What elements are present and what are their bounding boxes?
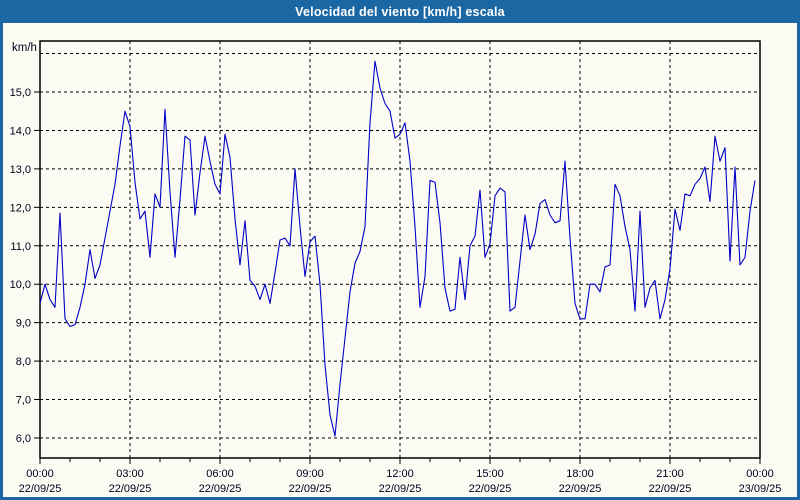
- y-tick-label: 8,0: [16, 356, 31, 368]
- x-tick-date: 22/09/25: [649, 483, 692, 495]
- y-tick-label: 9,0: [16, 318, 31, 330]
- x-tick-time: 03:00: [116, 468, 144, 480]
- x-tick-date: 22/09/25: [289, 483, 332, 495]
- x-tick-time: 15:00: [476, 468, 504, 480]
- y-tick-label: 15,0: [10, 87, 31, 99]
- x-tick-date: 22/09/25: [109, 483, 152, 495]
- wind-speed-line: [39, 60, 756, 437]
- y-tick-label: 13,0: [10, 164, 31, 176]
- x-tick-time: 18:00: [566, 468, 594, 480]
- y-tick-label: 10,0: [10, 279, 31, 291]
- window-title: Velocidad del viento [km/h] escala: [0, 0, 800, 23]
- x-tick-time: 21:00: [656, 468, 684, 480]
- x-tick-date: 22/09/25: [199, 483, 242, 495]
- x-tick-date: 22/09/25: [469, 483, 512, 495]
- x-tick-time: 06:00: [206, 468, 234, 480]
- y-tick-label: 12,0: [10, 202, 31, 214]
- x-tick-time: 09:00: [296, 468, 324, 480]
- y-axis-unit-label: km/h: [12, 42, 37, 54]
- y-tick-label: 6,0: [16, 433, 31, 445]
- y-tick-label: 11,0: [10, 241, 31, 253]
- x-tick-time: 00:00: [746, 468, 774, 480]
- x-tick-time: 12:00: [386, 468, 414, 480]
- x-tick-date: 22/09/25: [19, 483, 62, 495]
- x-tick-date: 22/09/25: [379, 483, 422, 495]
- y-tick-label: 14,0: [10, 125, 31, 137]
- x-tick-date: 22/09/25: [559, 483, 602, 495]
- x-tick-date: 23/09/25: [739, 483, 782, 495]
- y-tick-label: 7,0: [16, 395, 31, 407]
- x-tick-time: 00:00: [26, 468, 54, 480]
